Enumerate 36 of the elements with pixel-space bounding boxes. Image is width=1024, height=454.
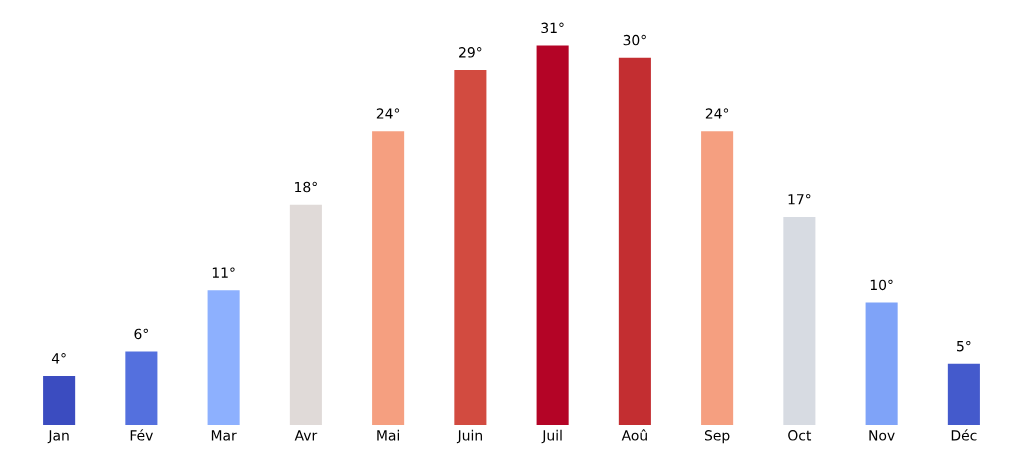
- data-label: 31°: [541, 22, 564, 34]
- data-label: 10°: [870, 279, 893, 291]
- data-label: 4°: [51, 353, 66, 364]
- bar: [701, 131, 734, 425]
- data-label: 30°: [623, 34, 646, 46]
- bar: [289, 204, 322, 425]
- data-label: 17°: [788, 193, 811, 205]
- bar: [618, 57, 651, 425]
- x-tick-label: Fév: [130, 429, 153, 441]
- bar: [783, 216, 816, 425]
- data-label: 18°: [295, 181, 317, 193]
- x-tick-label: Nov: [869, 430, 895, 441]
- data-label: 29°: [459, 47, 482, 58]
- bar: [947, 363, 980, 425]
- data-label: 24°: [705, 108, 729, 119]
- x-tick-label: Déc: [951, 429, 977, 441]
- bar: [207, 290, 240, 425]
- x-tick-label: Avr: [294, 430, 318, 441]
- bar: [125, 351, 158, 425]
- data-label: 6°: [134, 328, 148, 340]
- x-tick-label: Mar: [211, 430, 237, 441]
- x-tick-label: Juin: [456, 429, 482, 444]
- x-tick-label: Jan: [47, 430, 69, 444]
- x-tick-label: Sep: [704, 430, 730, 444]
- x-tick-label: Oct: [788, 430, 812, 441]
- bar: [454, 70, 487, 425]
- data-label: 5°: [957, 340, 971, 352]
- x-tick-label: Aoû: [621, 429, 647, 441]
- data-label: 24°: [376, 108, 400, 119]
- x-tick-label: Juil: [541, 429, 562, 444]
- bar: [865, 302, 898, 425]
- x-tick-label: Mai: [377, 429, 399, 441]
- bar: [372, 131, 405, 425]
- data-label: 11°: [212, 267, 235, 278]
- bar: [43, 376, 76, 425]
- bar: [536, 45, 569, 425]
